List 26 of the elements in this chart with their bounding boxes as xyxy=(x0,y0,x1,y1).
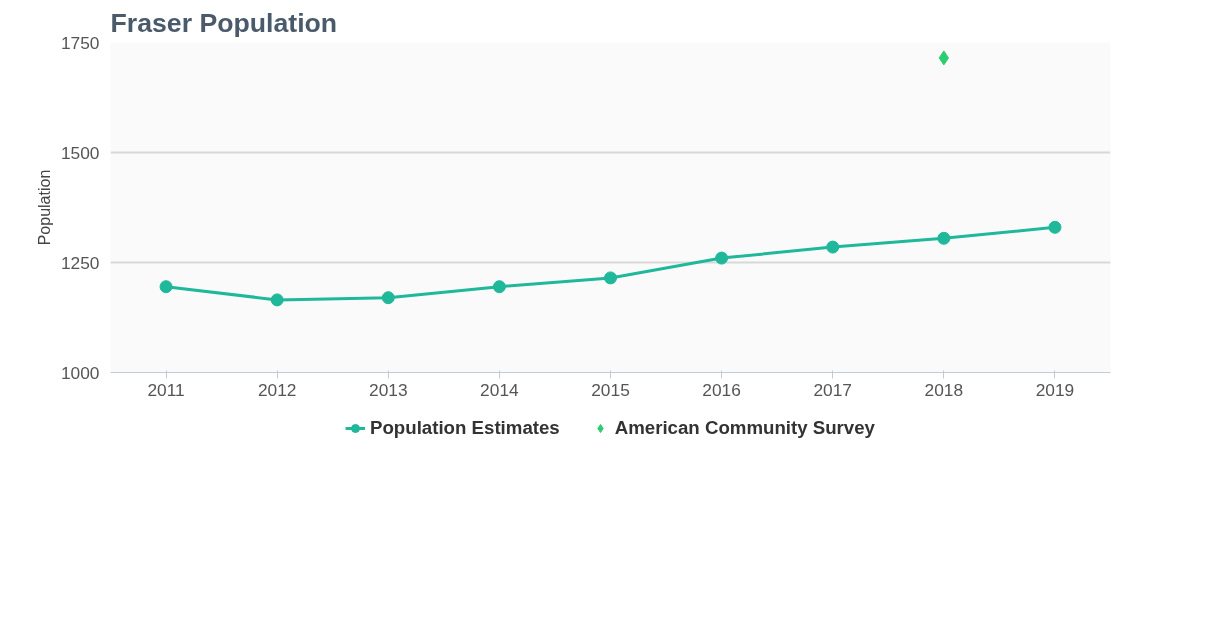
x-tick-label: 2011 xyxy=(147,379,185,400)
point xyxy=(715,251,729,265)
x-tick-label: 2015 xyxy=(591,379,630,400)
y-tick-label: 1500 xyxy=(60,142,100,163)
legend-label: American Community Survey xyxy=(614,417,875,439)
x-tick-label: 2019 xyxy=(1035,379,1075,400)
x-tick-label: 2012 xyxy=(257,379,297,400)
point xyxy=(159,280,173,294)
point xyxy=(604,271,617,285)
y-tick-label: 1000 xyxy=(60,362,100,383)
point xyxy=(1048,220,1062,234)
y-axis-title: Population xyxy=(35,169,53,246)
y-tick-label: 1750 xyxy=(60,32,100,53)
y-tick-label: 1250 xyxy=(60,252,100,273)
point xyxy=(937,231,951,245)
chart-title: Fraser Population xyxy=(110,7,338,38)
point xyxy=(826,240,840,254)
x-tick-label: 2017 xyxy=(813,379,853,400)
legend-label: Population Estimates xyxy=(370,417,560,439)
point xyxy=(381,291,395,305)
x-tick-label: 2018 xyxy=(924,379,964,400)
point xyxy=(270,293,284,307)
x-tick-label: 2014 xyxy=(480,379,520,400)
point xyxy=(492,280,506,294)
x-tick-label: 2016 xyxy=(702,379,741,400)
x-tick-label: 2013 xyxy=(369,379,408,400)
